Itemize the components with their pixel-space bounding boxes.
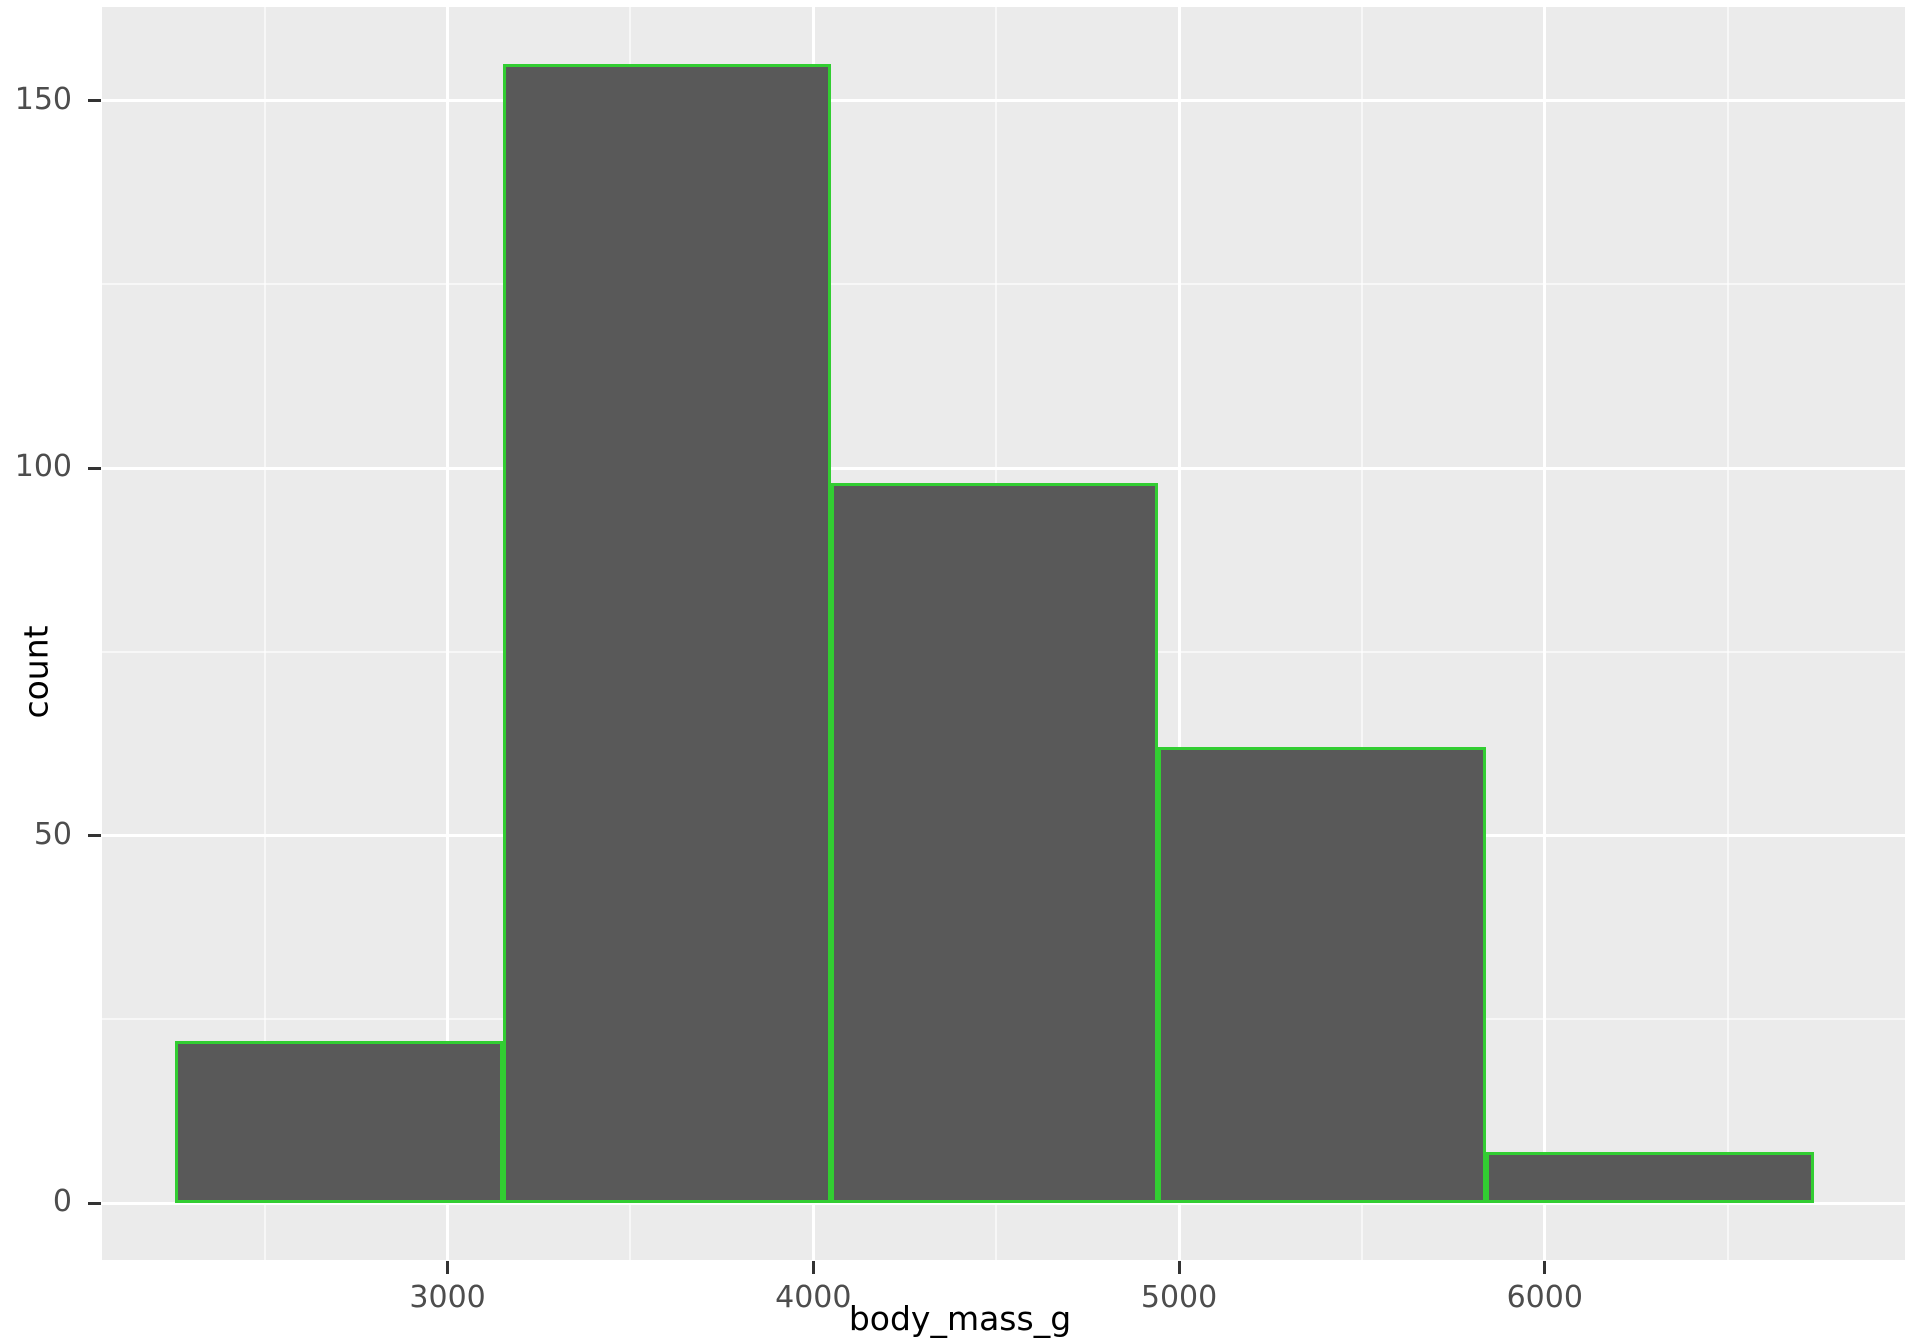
y-axis-tick-label: 100 <box>14 449 72 485</box>
y-axis-tick-label: 50 <box>33 816 72 852</box>
x-axis-title: body_mass_g <box>848 1299 1072 1338</box>
y-axis-tick-mark <box>88 466 101 470</box>
gridline-horizontal-major <box>102 466 1905 470</box>
plot-panel <box>102 7 1905 1260</box>
x-axis-tick-mark <box>446 1261 450 1274</box>
gridline-vertical-minor <box>263 7 266 1260</box>
histogram-bar <box>502 63 831 1204</box>
x-axis-tick-label: 3000 <box>409 1280 486 1315</box>
gridline-horizontal-minor <box>102 283 1905 286</box>
gridline-vertical-minor <box>1360 7 1363 1260</box>
gridline-vertical-major <box>446 7 450 1260</box>
x-axis-tick-label: 6000 <box>1506 1280 1583 1315</box>
gridline-vertical-major <box>1177 7 1181 1260</box>
x-axis-tick-mark <box>1543 1261 1547 1274</box>
y-axis-tick-mark <box>88 1201 101 1205</box>
gridline-horizontal-major <box>102 99 1905 103</box>
y-axis-tick-mark <box>88 99 101 103</box>
y-axis-tick-mark <box>88 834 101 838</box>
gridline-horizontal-major <box>102 1201 1905 1205</box>
x-axis-tick-mark <box>811 1261 815 1274</box>
y-axis-tick-label: 150 <box>14 81 72 117</box>
histogram-bar <box>1158 747 1486 1204</box>
gridline-vertical-minor <box>1726 7 1729 1260</box>
x-axis-tick-label: 5000 <box>1140 1280 1218 1315</box>
x-axis-tick-mark <box>1177 1261 1181 1274</box>
histogram-bar <box>830 482 1159 1204</box>
y-axis-title: count <box>16 625 56 719</box>
y-axis-tick-labels: 150 100 50 0 <box>0 0 72 1344</box>
x-axis-tick-label: 4000 <box>775 1280 852 1315</box>
histogram-bar <box>175 1041 503 1204</box>
histogram-bar <box>1485 1151 1814 1204</box>
y-axis-tick-label: 0 <box>52 1184 72 1220</box>
gridline-vertical-major <box>1543 7 1547 1260</box>
